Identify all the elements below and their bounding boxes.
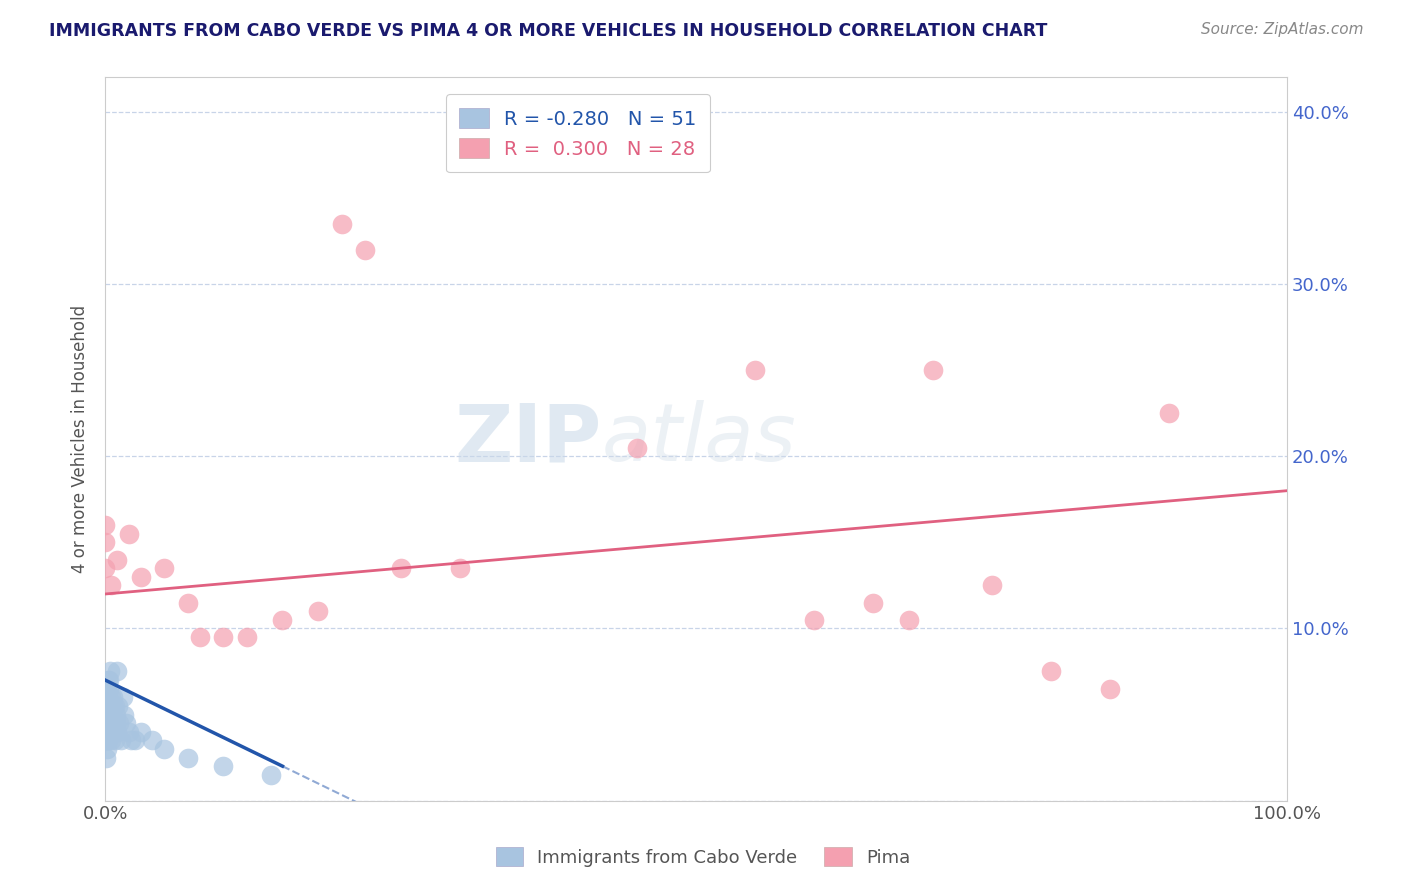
Point — [389, 561, 412, 575]
Point — [94, 535, 117, 549]
Point — [1039, 665, 1062, 679]
Point — [897, 613, 920, 627]
Point — [94, 733, 117, 747]
Point — [97, 724, 120, 739]
Point — [107, 698, 129, 713]
Point — [177, 750, 200, 764]
Point — [98, 724, 121, 739]
Point — [98, 707, 121, 722]
Point — [100, 698, 122, 713]
Point — [1157, 406, 1180, 420]
Point — [118, 526, 141, 541]
Point — [96, 742, 118, 756]
Point — [120, 733, 142, 747]
Point — [100, 733, 122, 747]
Point — [260, 768, 283, 782]
Point — [111, 690, 134, 705]
Point — [97, 698, 120, 713]
Legend: R = -0.280   N = 51, R =  0.300   N = 28: R = -0.280 N = 51, R = 0.300 N = 28 — [446, 95, 710, 172]
Text: atlas: atlas — [602, 400, 796, 478]
Point — [803, 613, 825, 627]
Point — [97, 733, 120, 747]
Y-axis label: 4 or more Vehicles in Household: 4 or more Vehicles in Household — [72, 305, 89, 573]
Point — [115, 716, 138, 731]
Point — [212, 630, 235, 644]
Text: Source: ZipAtlas.com: Source: ZipAtlas.com — [1201, 22, 1364, 37]
Point — [307, 604, 329, 618]
Point — [980, 578, 1002, 592]
Text: IMMIGRANTS FROM CABO VERDE VS PIMA 4 OR MORE VEHICLES IN HOUSEHOLD CORRELATION C: IMMIGRANTS FROM CABO VERDE VS PIMA 4 OR … — [49, 22, 1047, 40]
Point — [98, 665, 121, 679]
Point — [94, 518, 117, 533]
Point — [96, 698, 118, 713]
Point — [100, 578, 122, 592]
Point — [118, 724, 141, 739]
Point — [96, 750, 118, 764]
Point — [97, 716, 120, 731]
Point — [921, 363, 943, 377]
Point — [96, 707, 118, 722]
Point — [100, 716, 122, 731]
Point — [236, 630, 259, 644]
Point — [1098, 681, 1121, 696]
Point — [626, 441, 648, 455]
Point — [124, 733, 146, 747]
Point — [354, 243, 377, 257]
Point — [96, 716, 118, 731]
Point — [96, 681, 118, 696]
Point — [129, 570, 152, 584]
Point — [97, 673, 120, 687]
Point — [153, 561, 176, 575]
Point — [96, 733, 118, 747]
Point — [94, 561, 117, 575]
Point — [105, 552, 128, 566]
Legend: Immigrants from Cabo Verde, Pima: Immigrants from Cabo Verde, Pima — [488, 840, 918, 874]
Point — [330, 217, 353, 231]
Point — [97, 707, 120, 722]
Point — [96, 690, 118, 705]
Point — [105, 707, 128, 722]
Point — [141, 733, 163, 747]
Point — [104, 698, 127, 713]
Point — [212, 759, 235, 773]
Point — [97, 690, 120, 705]
Point — [101, 707, 124, 722]
Point — [153, 742, 176, 756]
Point — [104, 716, 127, 731]
Point — [129, 724, 152, 739]
Point — [862, 596, 884, 610]
Point — [108, 716, 131, 731]
Point — [105, 665, 128, 679]
Point — [112, 707, 135, 722]
Point — [188, 630, 211, 644]
Point — [103, 698, 125, 713]
Point — [449, 561, 471, 575]
Point — [271, 613, 294, 627]
Point — [98, 681, 121, 696]
Point — [96, 724, 118, 739]
Point — [97, 673, 120, 687]
Point — [101, 690, 124, 705]
Point — [103, 724, 125, 739]
Point — [110, 733, 132, 747]
Text: ZIP: ZIP — [454, 400, 602, 478]
Point — [177, 596, 200, 610]
Point — [104, 733, 127, 747]
Point — [744, 363, 766, 377]
Point — [105, 724, 128, 739]
Point — [100, 690, 122, 705]
